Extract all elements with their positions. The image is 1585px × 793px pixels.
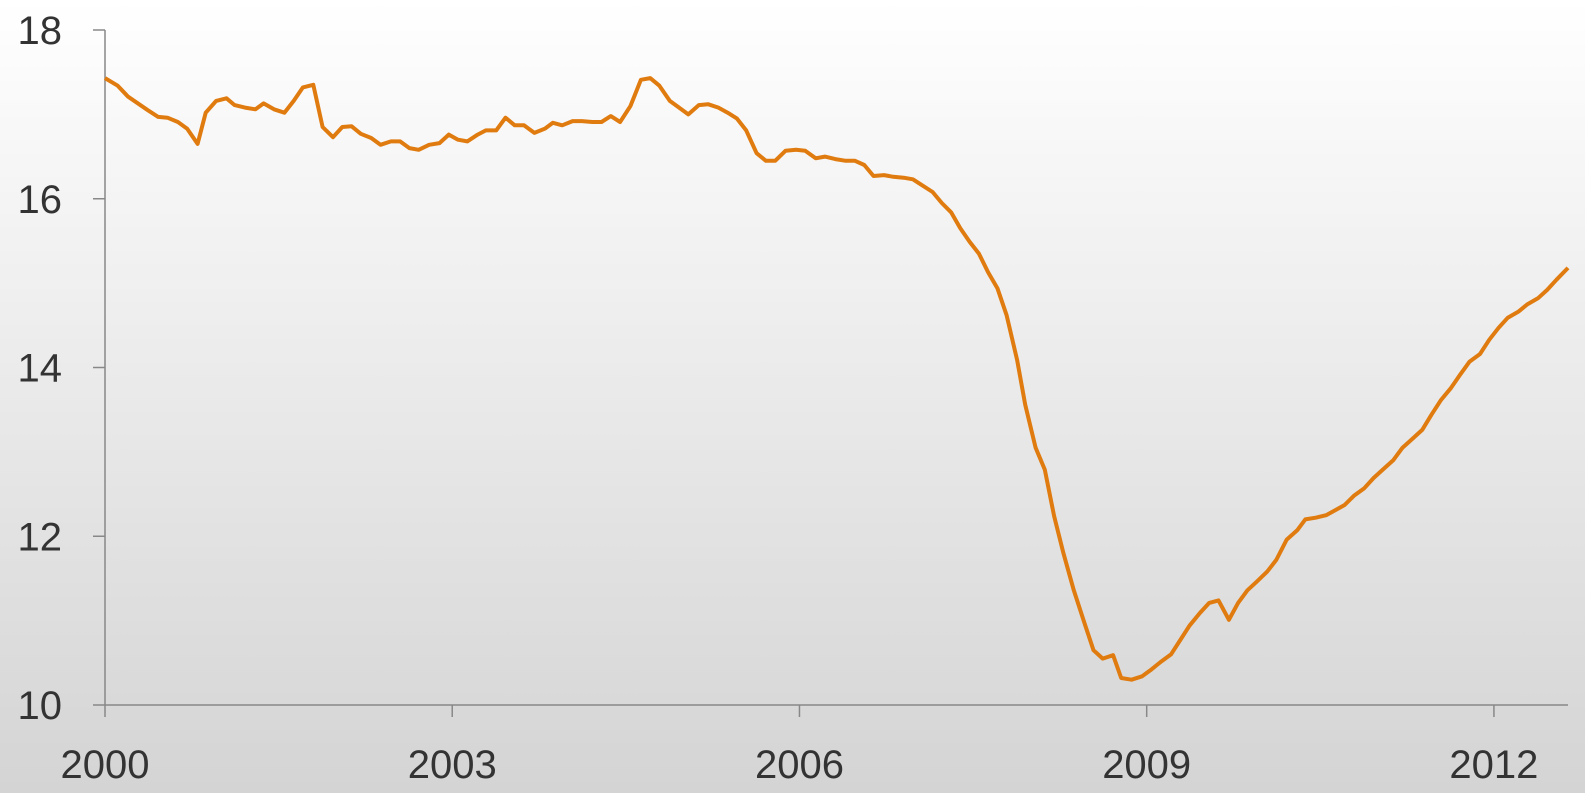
y-tick-label: 10	[18, 684, 63, 728]
y-tick-label: 16	[18, 178, 63, 222]
x-tick-label: 2006	[755, 743, 844, 787]
y-tick-label: 18	[18, 9, 63, 53]
x-tick-label: 2009	[1102, 743, 1191, 787]
y-tick-label: 14	[18, 347, 63, 391]
x-tick-label: 2003	[408, 743, 497, 787]
x-tick-label: 2000	[61, 743, 150, 787]
y-tick-label: 12	[18, 515, 63, 559]
line-series	[103, 76, 1570, 682]
x-tick-label: 2012	[1449, 743, 1538, 787]
